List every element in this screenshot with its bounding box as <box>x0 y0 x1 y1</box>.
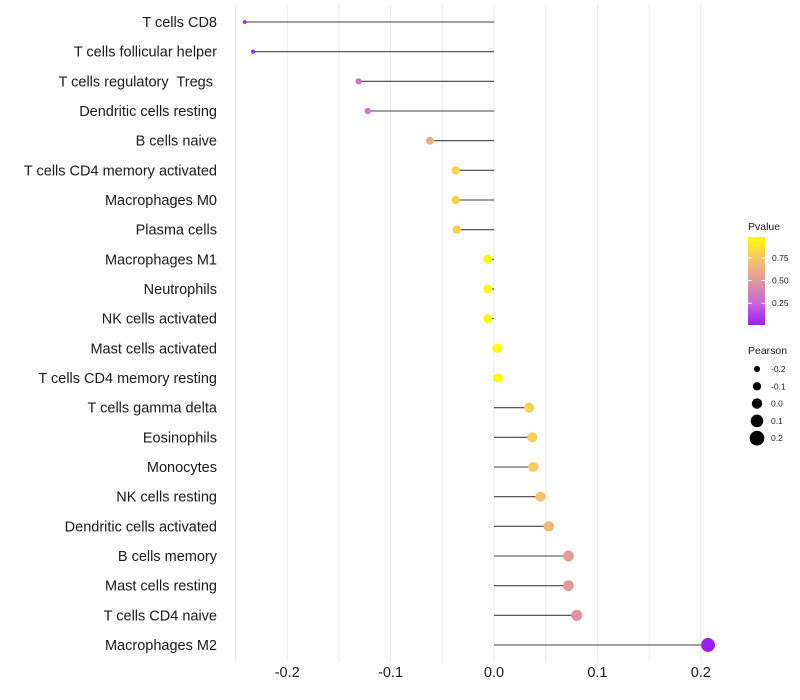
size-key-label: 0.1 <box>771 416 783 426</box>
gridlines <box>235 5 702 662</box>
y-tick-label: B cells memory <box>118 549 218 565</box>
legend-pvalue: Pvalue 0.25 0.50 0.75 <box>748 221 789 325</box>
legend-pearson-title: Pearson <box>748 345 787 357</box>
data-point <box>451 166 460 175</box>
data-point <box>528 461 539 473</box>
data-point <box>524 402 535 413</box>
y-tick-label: T cells follicular helper <box>74 45 217 61</box>
y-tick-label: Macrophages M2 <box>105 638 217 654</box>
y-tick-label: T cells regulatory Tregs <box>59 74 218 90</box>
size-key-label: -0.2 <box>771 364 786 374</box>
data-point <box>483 254 493 264</box>
size-key-label: 0.0 <box>771 399 783 409</box>
x-tick-label: -0.2 <box>275 665 300 681</box>
size-key-dot <box>753 365 761 373</box>
y-tick-label: NK cells resting <box>116 490 217 506</box>
legend-pvalue-title: Pvalue <box>748 221 780 233</box>
x-tick-label: 0.0 <box>484 665 504 681</box>
data-point <box>483 314 493 324</box>
y-tick-label: T cells CD4 memory resting <box>38 371 217 387</box>
y-tick-label: Macrophages M0 <box>105 193 217 209</box>
data-point <box>425 136 434 145</box>
points <box>242 20 716 652</box>
y-axis-labels: T cells CD8 T cells follicular helper T ce… <box>24 15 218 654</box>
size-key-label: -0.1 <box>771 381 786 391</box>
y-tick-label: Eosinophils <box>143 430 217 446</box>
y-tick-label: T cells CD4 naive <box>104 608 217 624</box>
y-tick-label: T cells gamma delta <box>88 401 218 417</box>
colorbar-tick-label: 0.75 <box>772 253 789 263</box>
y-tick-label: Dendritic cells resting <box>79 104 217 120</box>
size-key-dot <box>749 430 765 446</box>
pvalue-colorbar <box>748 237 765 325</box>
x-axis-tick-labels: -0.2 -0.1 0.0 0.1 0.2 <box>275 665 711 681</box>
data-point <box>527 432 538 443</box>
data-point <box>483 284 493 294</box>
size-key-dot <box>752 382 762 391</box>
data-point <box>701 638 716 652</box>
data-point <box>543 521 555 532</box>
y-tick-label: T cells CD4 memory activated <box>24 163 217 179</box>
stems <box>244 21 709 646</box>
data-point <box>563 550 574 562</box>
y-tick-label: Mast cells activated <box>90 341 217 357</box>
y-tick-label: B cells naive <box>136 134 217 150</box>
data-point <box>571 609 583 621</box>
legend-pearson: Pearson -0.2 -0.1 0.0 0.1 0.2 <box>748 345 787 446</box>
y-tick-label: Neutrophils <box>144 282 217 298</box>
data-point <box>451 195 460 205</box>
data-point <box>242 20 247 24</box>
data-point <box>492 343 502 353</box>
y-tick-label: Plasma cells <box>136 223 217 239</box>
data-point <box>452 225 461 234</box>
data-point <box>251 49 256 54</box>
y-tick-label: NK cells activated <box>102 312 217 328</box>
y-tick-label: Mast cells resting <box>105 579 217 595</box>
data-point <box>364 107 372 115</box>
size-key-dot <box>751 398 763 409</box>
y-tick-label: Dendritic cells activated <box>65 519 217 535</box>
data-point <box>535 491 546 502</box>
x-tick-label: 0.1 <box>587 665 607 681</box>
data-point <box>493 373 503 383</box>
data-point <box>563 580 574 592</box>
x-tick-label: 0.2 <box>691 665 711 681</box>
size-key-label: 0.2 <box>771 433 783 443</box>
y-tick-label: Macrophages M1 <box>105 252 217 268</box>
data-point <box>355 78 362 85</box>
colorbar-tick-label: 0.25 <box>772 298 789 308</box>
x-tick-label: -0.1 <box>378 665 403 681</box>
colorbar-tick-label: 0.50 <box>772 276 789 286</box>
y-tick-label: Monocytes <box>147 460 217 476</box>
y-tick-label: T cells CD8 <box>142 15 217 31</box>
size-key-dot <box>750 414 764 428</box>
